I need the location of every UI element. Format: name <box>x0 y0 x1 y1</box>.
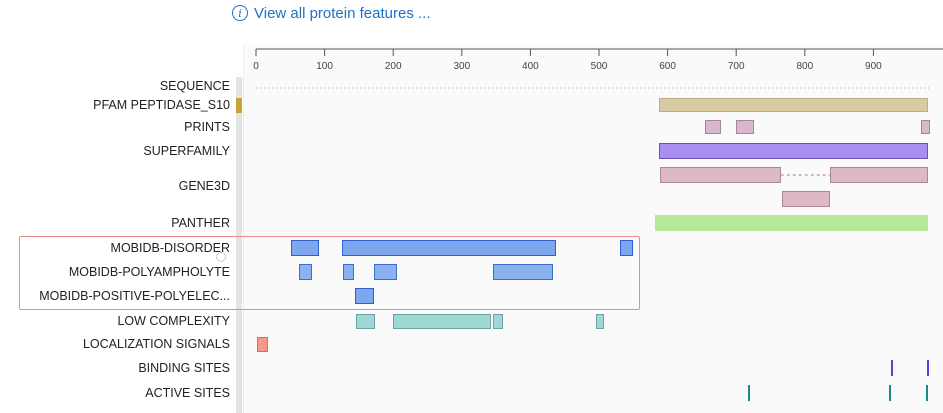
row-label-gene3d: GENE3D <box>178 179 230 193</box>
row-label-pfam: PFAM PEPTIDASE_S10 <box>93 98 230 112</box>
ruler-tick-label: 0 <box>253 61 259 72</box>
row-label-active: ACTIVE SITES <box>145 386 230 400</box>
localization-feature[interactable] <box>256 336 269 352</box>
loading-icon <box>216 252 226 262</box>
low-complexity-feature[interactable] <box>393 313 492 329</box>
gene3d-feature[interactable] <box>782 191 831 207</box>
panther-feature[interactable] <box>655 215 929 231</box>
gene3d-feature[interactable] <box>660 167 781 183</box>
ruler-tick-label: 900 <box>865 61 882 72</box>
active-site-marker[interactable] <box>747 385 750 401</box>
mobidb-polyampholyte-feature[interactable] <box>299 264 313 280</box>
row-label-binding: BINDING SITES <box>138 361 230 375</box>
ruler-tick-label: 100 <box>316 61 333 72</box>
track-left-strip <box>236 77 242 413</box>
view-all-features-link[interactable]: i View all protein features ... <box>232 3 430 23</box>
low-complexity-feature[interactable] <box>492 313 503 329</box>
binding-site-marker[interactable] <box>891 360 894 376</box>
mobidb-polyampholyte-feature[interactable] <box>343 264 355 280</box>
ruler-tick-label: 400 <box>522 61 539 72</box>
pfam-feature[interactable] <box>658 98 929 112</box>
row-label-prints: PRINTS <box>184 120 230 134</box>
low-complexity-feature[interactable] <box>596 313 605 329</box>
view-all-features-label: View all protein features ... <box>254 4 431 22</box>
ruler-tick-label: 700 <box>728 61 745 72</box>
mobidb-disorder-feature[interactable] <box>619 240 633 256</box>
active-site-marker[interactable] <box>926 385 929 401</box>
row-label-mobidb-positive: MOBIDB-POSITIVE-POLYELEC... <box>39 289 230 303</box>
row-label-panther: PANTHER <box>171 216 230 230</box>
ruler-tick-label: 200 <box>385 61 402 72</box>
superfamily-feature[interactable] <box>658 143 929 159</box>
row-label-mobidb-polyampholyte: MOBIDB-POLYAMPHOLYTE <box>68 265 230 279</box>
ruler-tick-label: 600 <box>659 61 676 72</box>
pfam-marker <box>236 98 242 113</box>
row-label-localization: LOCALIZATION SIGNALS <box>82 337 230 351</box>
binding-site-marker[interactable] <box>926 360 929 376</box>
prints-feature[interactable] <box>921 120 930 134</box>
row-label-mobidb-disorder: MOBIDB-DISORDER <box>110 241 230 255</box>
gene3d-feature[interactable] <box>830 167 929 183</box>
mobidb-positive-feature[interactable] <box>355 288 374 304</box>
prints-feature[interactable] <box>736 120 755 134</box>
ruler-tick-label: 800 <box>796 61 813 72</box>
row-label-low-complexity: LOW COMPLEXITY <box>117 314 230 328</box>
mobidb-disorder-feature[interactable] <box>341 240 557 256</box>
ruler-tick-label: 300 <box>453 61 470 72</box>
active-site-marker[interactable] <box>889 385 892 401</box>
ruler-tick-label: 500 <box>591 61 608 72</box>
row-label-superfamily: SUPERFAMILY <box>143 144 230 158</box>
mobidb-polyampholyte-feature[interactable] <box>492 264 554 280</box>
info-icon: i <box>232 5 248 21</box>
mobidb-disorder-feature[interactable] <box>290 240 320 256</box>
prints-feature[interactable] <box>705 120 722 134</box>
mobidb-polyampholyte-feature[interactable] <box>373 264 398 280</box>
row-label-sequence: SEQUENCE <box>159 79 230 93</box>
low-complexity-feature[interactable] <box>356 313 375 329</box>
